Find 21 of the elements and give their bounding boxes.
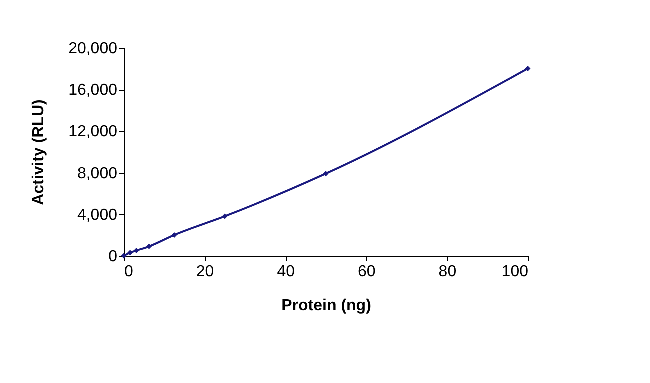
x-tick-label: 20 — [196, 264, 214, 280]
point — [172, 232, 178, 238]
x-tick-label: 0 — [124, 264, 134, 280]
x-tick-label: 80 — [438, 264, 457, 280]
x-tick-label: 40 — [277, 264, 296, 280]
point — [128, 250, 134, 256]
point — [222, 214, 228, 220]
x-tick-label: 60 — [358, 264, 376, 280]
y-tick-label: 12,000 — [68, 124, 118, 141]
point — [323, 171, 329, 177]
x-tick-label: 100 — [502, 264, 529, 280]
point — [146, 244, 152, 250]
y-tick-label: 20,000 — [68, 40, 118, 58]
y-tick-label: 0 — [108, 248, 118, 266]
y-tick-label: 8,000 — [77, 165, 118, 182]
point — [525, 66, 531, 72]
point — [134, 248, 140, 254]
y-tick-label: 16,000 — [68, 82, 118, 100]
y-axis-title: Activity (RLU) — [30, 100, 48, 206]
x-axis-title: Protein (ng) — [282, 298, 372, 314]
y-tick-label: 4,000 — [77, 206, 118, 224]
